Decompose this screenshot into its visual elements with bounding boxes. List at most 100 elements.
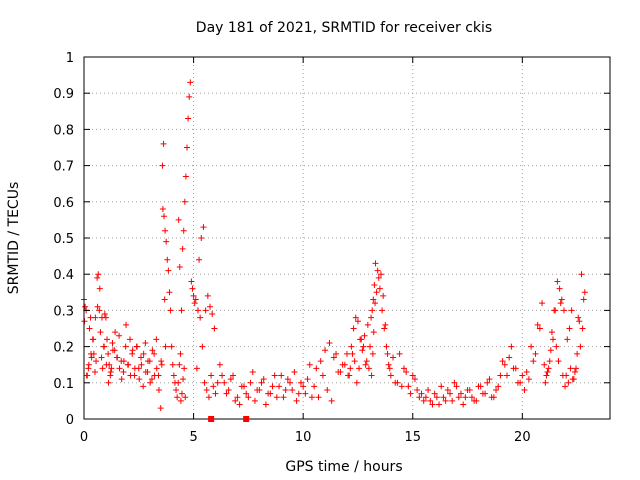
data-point: [554, 278, 561, 285]
data-point: [187, 79, 194, 86]
data-point: [120, 368, 127, 375]
data-point: [578, 271, 585, 278]
data-point: [289, 387, 296, 394]
data-point: [553, 343, 560, 350]
data-point: [486, 376, 493, 383]
data-point: [534, 321, 541, 328]
data-point: [86, 325, 93, 332]
data-point: [425, 387, 432, 394]
data-point: [359, 347, 366, 354]
data-point: [225, 387, 232, 394]
data-point: [236, 401, 243, 408]
y-tick-label: 0.6: [53, 196, 74, 211]
data-point: [104, 336, 111, 343]
data-point: [555, 358, 562, 365]
data-point: [293, 397, 300, 404]
data-point: [194, 307, 201, 314]
data-point: [473, 397, 480, 404]
data-point: [396, 350, 403, 357]
data-point: [385, 361, 392, 368]
data-point: [189, 285, 196, 292]
data-point: [361, 332, 368, 339]
data-point: [341, 361, 348, 368]
data-point: [444, 387, 451, 394]
data-point: [120, 358, 127, 365]
y-tick-label: 0.2: [53, 341, 74, 356]
data-point: [216, 361, 223, 368]
data-point: [431, 390, 438, 397]
data-point: [191, 300, 198, 307]
data-point: [118, 376, 125, 383]
data-point: [358, 336, 365, 343]
data-point: [161, 296, 168, 303]
data-point: [98, 314, 105, 321]
data-point: [347, 365, 354, 372]
x-tick-labels: 0 5 10 15 20: [80, 430, 531, 445]
data-point: [539, 300, 546, 307]
data-point: [234, 394, 241, 401]
data-point: [436, 401, 443, 408]
data-point: [116, 365, 123, 372]
data-point: [302, 390, 309, 397]
data-point: [368, 372, 375, 379]
data-point: [337, 368, 344, 375]
data-point: [364, 321, 371, 328]
data-point: [159, 206, 166, 213]
data-point: [416, 394, 423, 401]
data-point: [105, 379, 112, 386]
data-point: [503, 372, 510, 379]
data-point: [134, 343, 141, 350]
data-point: [528, 343, 535, 350]
data-point: [219, 372, 226, 379]
data-point: [176, 361, 183, 368]
data-point: [82, 303, 89, 310]
data-point: [577, 343, 584, 350]
data-point: [545, 365, 552, 372]
data-point: [493, 387, 500, 394]
data-point: [567, 365, 574, 372]
data-point: [200, 224, 207, 231]
data-point: [149, 347, 156, 354]
data-point: [181, 365, 188, 372]
data-point: [315, 394, 322, 401]
data-point: [112, 329, 119, 336]
data-point: [131, 365, 138, 372]
data-point: [160, 213, 167, 220]
data-point: [153, 365, 160, 372]
data-point: [159, 162, 166, 169]
data-point: [433, 394, 440, 401]
data-point: [369, 307, 376, 314]
data-point: [541, 361, 548, 368]
data-point: [570, 376, 577, 383]
data-point: [243, 390, 250, 397]
data-point: [109, 339, 116, 346]
data-point: [94, 274, 101, 281]
data-point: [276, 383, 283, 390]
data-point: [273, 394, 280, 401]
data-point: [574, 350, 581, 357]
data-point: [97, 329, 104, 336]
data-point: [180, 376, 187, 383]
data-point: [517, 379, 524, 386]
data-point: [566, 325, 573, 332]
data-point: [232, 397, 239, 404]
data-point: [136, 376, 143, 383]
data-point: [142, 368, 149, 375]
data-point: [512, 365, 519, 372]
data-point: [370, 329, 377, 336]
data-point: [211, 325, 218, 332]
data-point: [107, 368, 114, 375]
data-point: [295, 390, 302, 397]
data-point: [440, 394, 447, 401]
data-point: [532, 350, 539, 357]
data-point: [103, 361, 110, 368]
data-point: [91, 368, 98, 375]
data-point: [182, 394, 189, 401]
data-point: [207, 303, 214, 310]
data-point: [158, 361, 165, 368]
data-point: [506, 354, 513, 361]
data-point: [544, 368, 551, 375]
data-point: [374, 267, 381, 274]
data-point: [114, 354, 121, 361]
data-point: [457, 390, 464, 397]
